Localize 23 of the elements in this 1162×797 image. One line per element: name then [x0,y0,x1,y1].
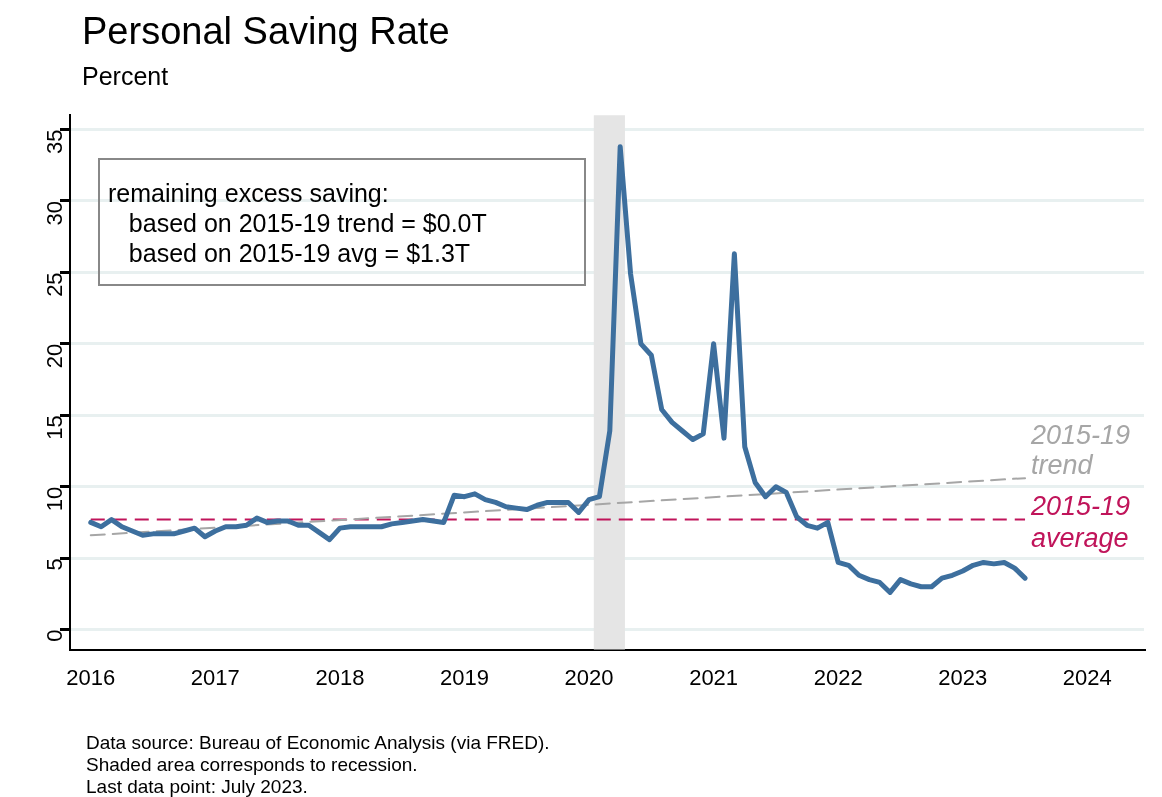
x-tick-label: 2017 [190,664,240,690]
y-tick-label: 20 [42,343,68,369]
source-note: Data source: Bureau of Economic Analysis (via FRED). Shaded area corresponds to recession. Last data point: July 2023. [86,732,550,797]
x-tick-label: 2018 [315,664,365,690]
x-tick-label: 2016 [66,664,116,690]
chart-title: Personal Saving Rate [82,10,450,53]
x-tick-label: 2024 [1062,664,1112,690]
annotation: remaining excess saving: based on 2015-19 trend = $0.0T based on 2015-19 avg = $1.3T [98,158,586,286]
y-axis-title: Percent [82,62,169,91]
x-tick-label: 2020 [564,664,614,690]
x-tick-label: 2019 [439,664,489,690]
y-tick-label: 30 [42,200,68,226]
ref-line-label: 2015-19 average [1030,491,1131,554]
y-tick-label: 15 [42,415,68,440]
x-tick-label: 2021 [689,664,739,690]
series-label: 2015-19 trend [1030,419,1131,480]
y-tick-label: 0 [42,629,68,642]
x-tick-label: 2022 [813,664,863,690]
y-tick-label: 5 [42,558,68,571]
y-tick-label: 25 [42,272,68,297]
y-tick-label: 10 [42,486,68,512]
x-tick-label: 2023 [938,664,988,690]
y-tick-label: 35 [42,129,68,154]
